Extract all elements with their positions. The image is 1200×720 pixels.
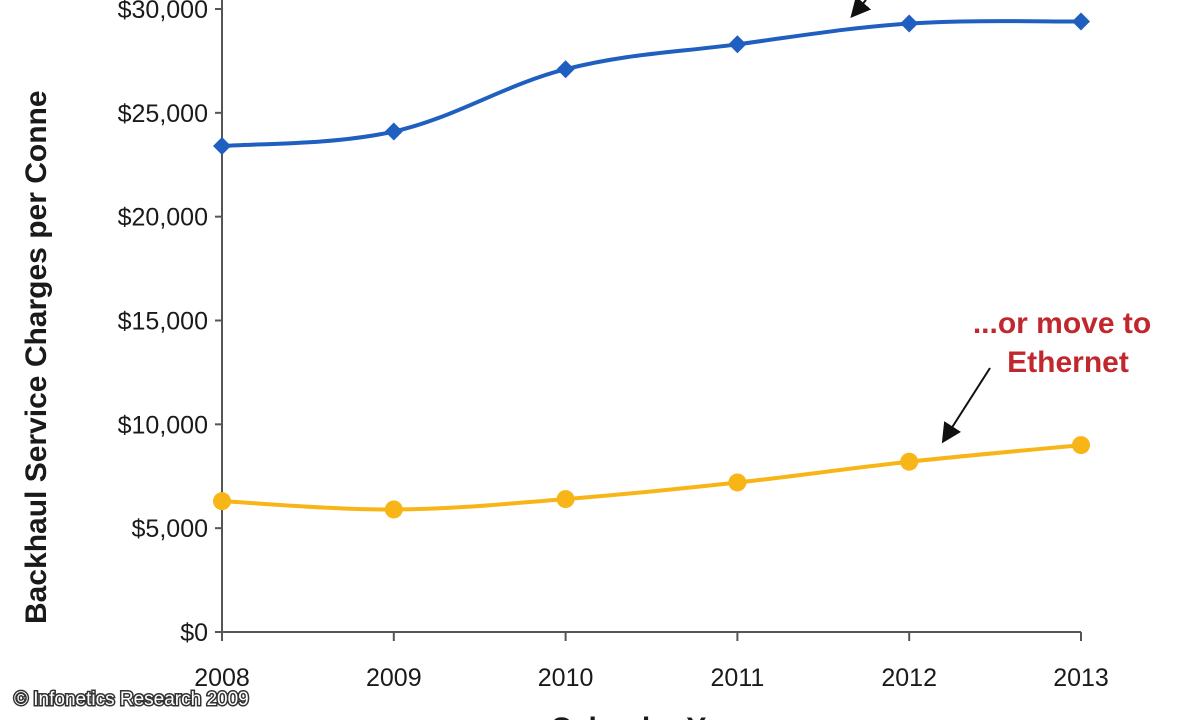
annotation-layer: ...or move to Ethernet: [850, 0, 1151, 444]
series-1-point: [728, 35, 747, 54]
y-tick-label: $15,000: [118, 308, 208, 336]
y-tick-label: $20,000: [118, 204, 208, 232]
y-tick-label: $25,000: [118, 100, 208, 128]
series-2-point: [900, 452, 919, 471]
axes-layer: $0 $5,000 $10,000 $15,000 $20,000 $25,000 $30,…: [118, 0, 1109, 692]
annotation-arrow-top: [850, 0, 872, 19]
y-tick-label: $30,000: [118, 0, 208, 24]
series-2-point: [384, 500, 403, 519]
series-1-point: [900, 14, 919, 33]
series-line-2: [220, 443, 1083, 512]
series-1-point: [384, 122, 403, 141]
y-tick-label: $5,000: [132, 515, 208, 543]
series-line-1: [220, 19, 1083, 149]
x-tick-label: 2010: [538, 664, 594, 692]
copyright-text: © Infonetics Research 2009: [14, 689, 249, 710]
y-axis-label: Backhaul Service Charges per Conne: [20, 90, 53, 624]
series-1-point: [556, 60, 575, 79]
x-tick-label: 2008: [194, 664, 250, 692]
series-layer: [213, 12, 1090, 519]
y-tick-label: $0: [180, 619, 208, 647]
series-1-point: [1072, 12, 1090, 31]
annotation-text-line-1: ...or move to: [973, 307, 1151, 340]
x-axis-label: Calendar Year: [550, 712, 750, 720]
series-2-point: [1072, 436, 1090, 455]
x-tick-label: 2012: [881, 664, 937, 692]
x-tick-label: 2009: [366, 664, 422, 692]
series-1-point: [213, 137, 231, 156]
annotation-arrow-ethernet: [941, 367, 991, 444]
x-tick-label: 2013: [1053, 664, 1109, 692]
y-tick-label: $10,000: [118, 411, 208, 439]
series-2-point: [728, 473, 747, 492]
series-2-point: [213, 492, 231, 511]
series-2-point: [556, 490, 575, 509]
annotation-text-line-2: Ethernet: [1007, 346, 1129, 379]
x-tick-label: 2011: [711, 664, 765, 692]
